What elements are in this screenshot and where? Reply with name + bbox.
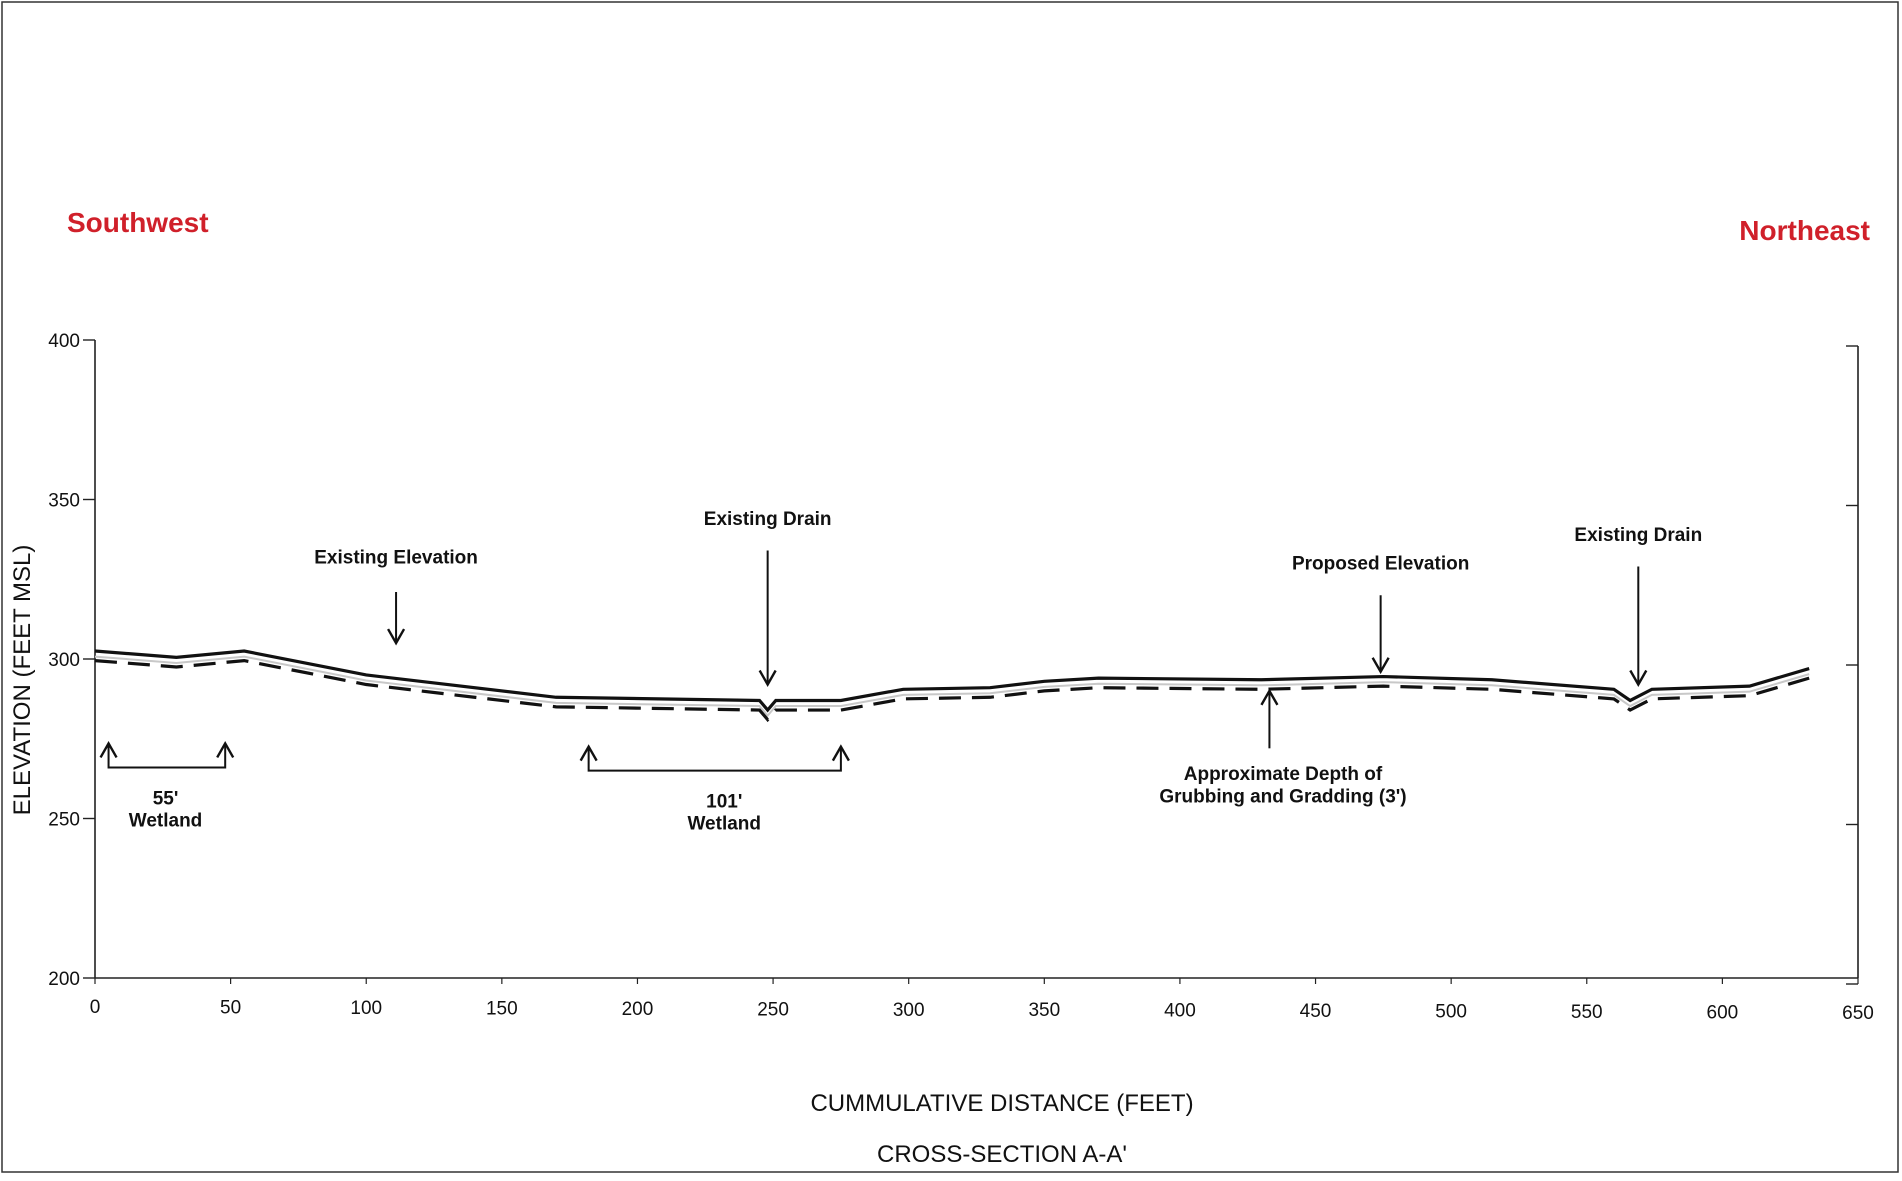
x-tick-label: 450	[1300, 1001, 1332, 1022]
depth-note-line-2: Grubbing and Gradding (3')	[1159, 787, 1406, 808]
x-tick-label: 150	[486, 998, 518, 1019]
x-tick-label: 400	[1164, 1001, 1196, 1022]
x-tick-label: 550	[1571, 1002, 1603, 1023]
wetland-length: 101'	[706, 792, 742, 813]
annotation-label: Proposed Elevation	[1292, 554, 1469, 575]
x-tick-label: 650	[1842, 1003, 1874, 1024]
x-tick-label: 350	[1028, 1000, 1060, 1021]
y-axis-title: ELEVATION (FEET MSL)	[9, 545, 36, 816]
wetland-label: Wetland	[687, 814, 761, 835]
y-tick-label: 350	[48, 491, 80, 512]
x-tick-label: 50	[220, 997, 241, 1018]
annotation-arrow-head	[387, 628, 406, 646]
x-axis-title: CUMMULATIVE DISTANCE (FEET)	[810, 1090, 1193, 1117]
annotation-arrow-head	[1629, 669, 1648, 687]
x-tick-label: 600	[1707, 1003, 1739, 1024]
annotation-label: Existing Drain	[704, 509, 832, 530]
annotation-arrow-head	[1371, 657, 1390, 675]
direction-northeast: Northeast	[1739, 215, 1870, 246]
depth-arrow-head	[1260, 688, 1279, 706]
depth-note-line-1: Approximate Depth of	[1184, 764, 1383, 785]
y-tick-label: 200	[48, 969, 80, 990]
direction-southwest: Southwest	[67, 207, 209, 238]
existing-elevation-line	[94, 649, 1810, 713]
wetland-label: Wetland	[129, 810, 203, 831]
wetland-arrowhead	[99, 741, 118, 759]
wetland-arrowhead	[579, 744, 598, 762]
plot-area: 200 250 300 350 400 0 50 100 150 200 250 300 350 400 4…	[48, 331, 1874, 1024]
wetland-arrowhead	[216, 741, 235, 759]
wetland-arrowhead	[831, 744, 850, 762]
proposed-elevation-line	[94, 658, 1810, 723]
wetland-length: 55'	[153, 788, 179, 809]
x-tick-label: 200	[622, 999, 654, 1020]
wetland-bracket	[107, 745, 227, 769]
y-tick-label: 400	[48, 331, 80, 352]
wetland-bracket	[587, 748, 842, 772]
chart-title: CROSS-SECTION A-A'	[877, 1141, 1127, 1168]
annotation-label: Existing Elevation	[314, 547, 478, 568]
annotation-arrow-head	[758, 669, 777, 687]
x-tick-label: 100	[350, 998, 382, 1019]
x-tick-label: 300	[893, 1000, 925, 1021]
x-tick-label: 0	[90, 997, 101, 1018]
x-tick-label: 500	[1435, 1002, 1467, 1023]
y-tick-label: 250	[48, 810, 80, 831]
annotation-label: Existing Drain	[1574, 525, 1702, 546]
x-tick-label: 250	[757, 999, 789, 1020]
proposed-elevation-shadow	[94, 655, 1810, 718]
y-tick-label: 300	[48, 650, 80, 671]
